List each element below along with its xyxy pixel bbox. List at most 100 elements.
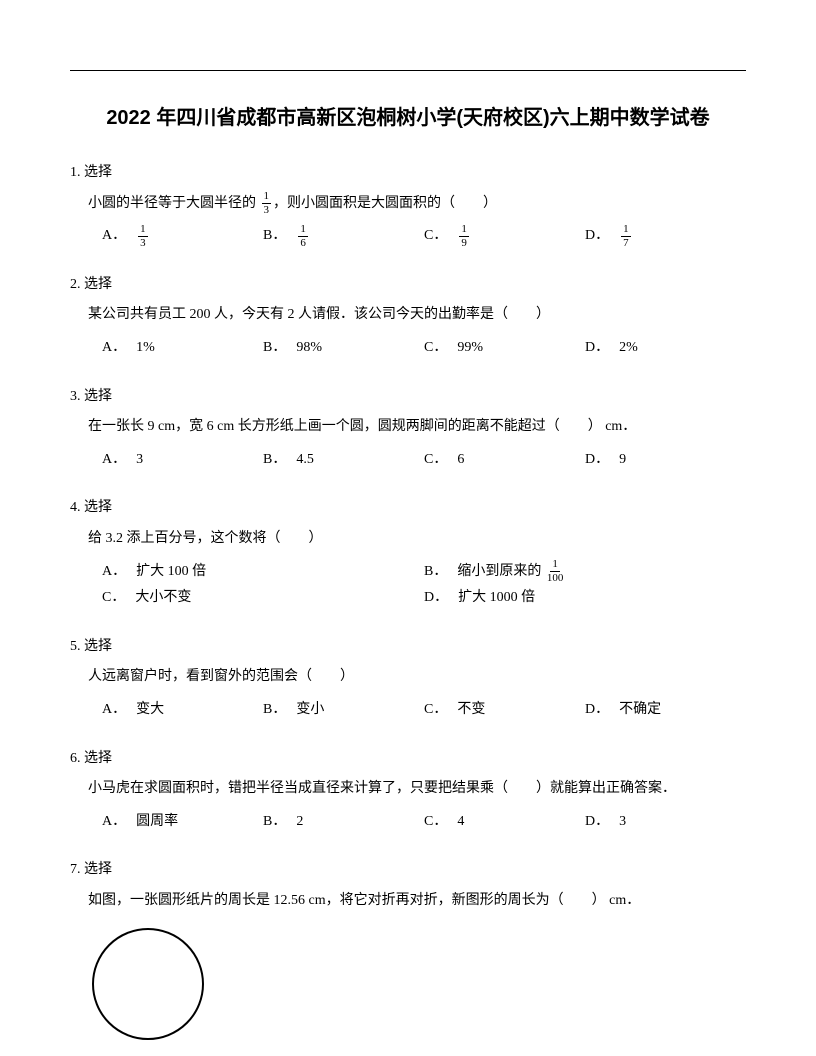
question-stem: 如图，一张圆形纸片的周长是 12.56 cm，将它对折再对折，新图形的周长为（ … (88, 888, 746, 915)
question-stem: 在一张长 9 cm，宽 6 cm 长方形纸上画一个圆，圆规两脚间的距离不能超过（… (88, 414, 746, 441)
question-number: 4. (70, 500, 84, 515)
fraction-numerator: 1 (550, 559, 560, 572)
option-A[interactable]: A． 3 (102, 447, 263, 474)
option-A[interactable]: A． 1% (102, 335, 263, 362)
fraction-denominator: 7 (623, 237, 629, 249)
fraction-denominator: 3 (264, 204, 270, 216)
option-text: 3 (619, 809, 626, 836)
option-label: A． (102, 335, 126, 362)
option-text: 圆周率 (136, 809, 178, 836)
option-text: 98% (296, 335, 322, 362)
option-D[interactable]: D． 3 (585, 809, 746, 836)
option-A[interactable]: A．圆周率 (102, 809, 263, 836)
option-label: C． (424, 447, 447, 474)
option-B[interactable]: B．4.5 (263, 447, 424, 474)
question-type: 选择 (84, 389, 112, 404)
option-text: 9 (619, 447, 626, 474)
question-type: 选择 (84, 862, 112, 877)
fraction-denominator: 6 (300, 237, 306, 249)
option-C[interactable]: C． 6 (424, 447, 585, 474)
option-B[interactable]: B．变小 (263, 697, 424, 724)
option-label: D． (585, 809, 609, 836)
option-D[interactable]: D．扩大 1000 倍 (424, 585, 746, 612)
question-type: 选择 (84, 277, 112, 292)
question-stem: 小马虎在求圆面积时，错把半径当成直径来计算了，只要把结果乘（ ）就能算出正确答案… (88, 776, 746, 803)
option-label: C． (424, 697, 447, 724)
option-label: D． (585, 223, 609, 250)
option-text: 不变 (457, 697, 485, 724)
option-label: D． (585, 447, 609, 474)
option-label: A． (102, 447, 126, 474)
option-text: 不确定 (619, 697, 661, 724)
option-D[interactable]: D．2% (585, 335, 746, 362)
question-type: 选择 (84, 165, 112, 180)
option-A[interactable]: A．13 (102, 223, 263, 250)
option-text: 扩大 1000 倍 (458, 585, 535, 612)
option-B[interactable]: B． 2 (263, 809, 424, 836)
options-row: A． 变大 B．变小C． 不变 D．不确定 (102, 697, 746, 724)
fraction-denominator: 9 (461, 237, 467, 249)
question-header: 4. 选择 (70, 495, 746, 522)
exam-title: 2022 年四川省成都市高新区泡桐树小学(天府校区)六上期中数学试卷 (70, 101, 746, 130)
option-label: A． (102, 559, 126, 586)
option-C[interactable]: C． 4 (424, 809, 585, 836)
fraction: 13 (138, 224, 148, 249)
option-C[interactable]: C．99% (424, 335, 585, 362)
option-D[interactable]: D． 9 (585, 447, 746, 474)
fraction: 17 (621, 224, 631, 249)
question-2: 2. 选择某公司共有员工 200 人，今天有 2 人请假．该公司今天的出勤率是（… (70, 272, 746, 362)
option-label: C． (102, 585, 125, 612)
option-C[interactable]: C． 不变 (424, 697, 585, 724)
option-label: D． (585, 335, 609, 362)
option-text: 变大 (136, 697, 164, 724)
option-B[interactable]: B． 16 (263, 223, 424, 250)
option-label: B． (263, 809, 286, 836)
option-text: 大小不变 (135, 585, 191, 612)
option-text: 4 (457, 809, 464, 836)
option-A[interactable]: A． 变大 (102, 697, 263, 724)
question-number: 6. (70, 751, 84, 766)
option-text: 3 (136, 447, 143, 474)
fraction-numerator: 1 (262, 191, 272, 204)
fraction: 1100 (547, 559, 564, 584)
question-header: 5. 选择 (70, 634, 746, 661)
question-stem: 小圆的半径等于大圆半径的 13，则小圆面积是大圆面积的（ ） (88, 191, 746, 218)
option-text: 扩大 100 倍 (136, 559, 206, 586)
question-stem: 给 3.2 添上百分号，这个数将（ ） (88, 526, 746, 553)
option-text: 6 (457, 447, 464, 474)
fraction-numerator: 1 (459, 224, 469, 237)
question-header: 3. 选择 (70, 384, 746, 411)
option-text: 2 (296, 809, 303, 836)
option-D[interactable]: D．不确定 (585, 697, 746, 724)
question-number: 3. (70, 389, 84, 404)
option-text: 1% (136, 335, 155, 362)
option-D[interactable]: D． 17 (585, 223, 746, 250)
question-stem: 人远离窗户时，看到窗外的范围会（ ） (88, 664, 746, 691)
option-C[interactable]: C． 大小不变 (102, 585, 424, 612)
fraction: 19 (459, 224, 469, 249)
question-stem: 某公司共有员工 200 人，今天有 2 人请假．该公司今天的出勤率是（ ） (88, 302, 746, 329)
question-1: 1. 选择小圆的半径等于大圆半径的 13，则小圆面积是大圆面积的（ ）A．13B… (70, 160, 746, 250)
option-label: B． (424, 559, 447, 586)
question-number: 7. (70, 862, 84, 877)
option-label: C． (424, 223, 447, 250)
options-row: A．圆周率B． 2 C． 4 D． 3 (102, 809, 746, 836)
option-label: B． (263, 447, 286, 474)
fraction-numerator: 1 (138, 224, 148, 237)
fraction: 16 (298, 224, 308, 249)
option-B[interactable]: B．98% (263, 335, 424, 362)
question-type: 选择 (84, 751, 112, 766)
options-row: A． 扩大 100 倍 B．缩小到原来的 1100 C． 大小不变 D．扩大 1000 倍 (102, 559, 746, 612)
questions-container: 1. 选择小圆的半径等于大圆半径的 13，则小圆面积是大圆面积的（ ）A．13B… (70, 160, 746, 1055)
circle-figure (88, 924, 746, 1055)
option-B[interactable]: B．缩小到原来的 1100 (424, 559, 746, 586)
option-label: A． (102, 697, 126, 724)
question-header: 2. 选择 (70, 272, 746, 299)
question-header: 6. 选择 (70, 746, 746, 773)
option-label: B． (263, 223, 286, 250)
fraction-numerator: 1 (298, 224, 308, 237)
option-label: C． (424, 809, 447, 836)
option-text: 变小 (296, 697, 324, 724)
option-C[interactable]: C． 19 (424, 223, 585, 250)
option-A[interactable]: A． 扩大 100 倍 (102, 559, 424, 586)
